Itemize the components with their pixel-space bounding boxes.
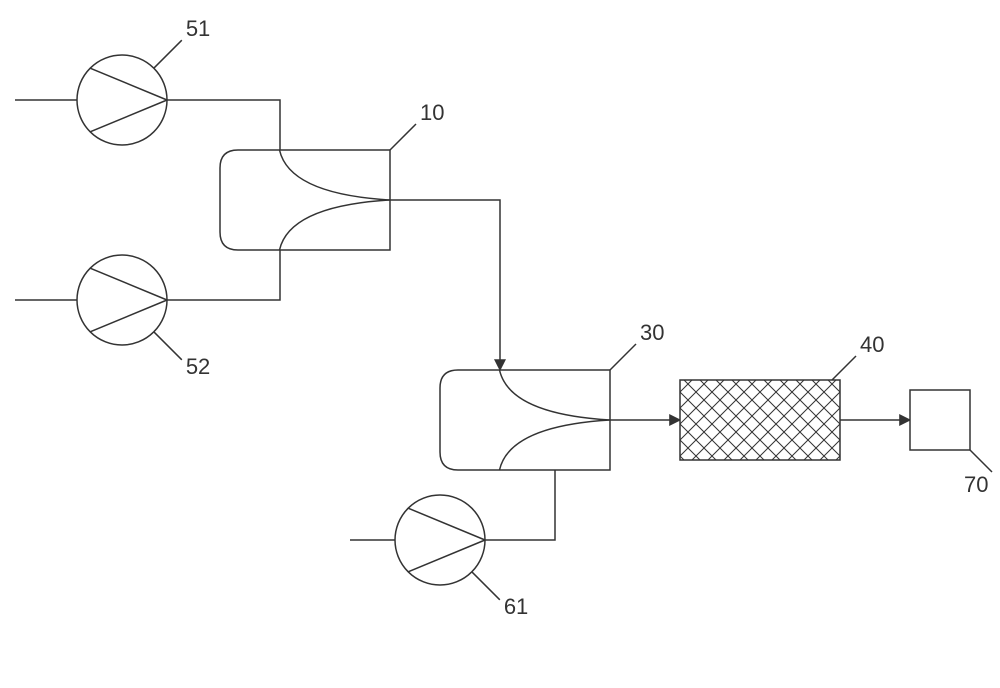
mixer-30: 30 (440, 320, 664, 470)
connector-line (167, 100, 280, 150)
pump-61: 61 (350, 495, 528, 619)
pump-label: 61 (504, 594, 528, 619)
connector-line (167, 250, 280, 300)
connector-line (390, 200, 500, 370)
pump-52: 52 (15, 255, 210, 379)
connector-line (485, 470, 555, 540)
hatched-box-40: 40 (680, 332, 884, 460)
mixer-label: 30 (640, 320, 664, 345)
pump-label: 52 (186, 354, 210, 379)
mixer-10: 10 (220, 100, 444, 250)
pump-label: 51 (186, 16, 210, 41)
box-label: 70 (964, 472, 988, 497)
box-label: 40 (860, 332, 884, 357)
output-box-70: 70 (910, 390, 992, 497)
pump-51: 51 (15, 16, 210, 145)
mixer-label: 10 (420, 100, 444, 125)
